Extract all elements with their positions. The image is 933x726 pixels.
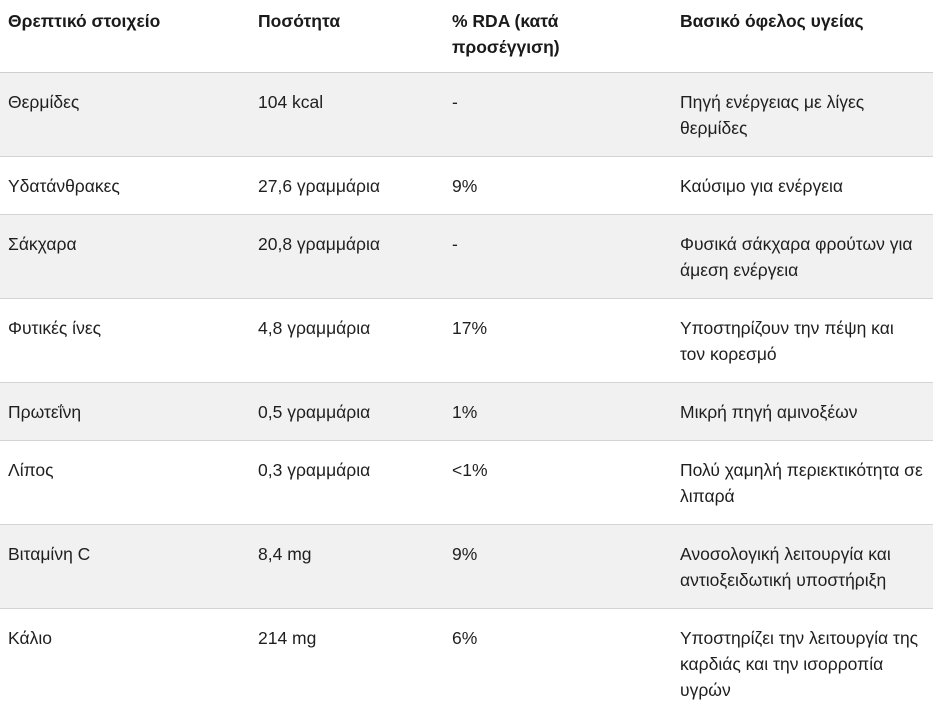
- rda-cell: 9%: [444, 524, 672, 609]
- benefit-cell: Πηγή ενέργειας με λίγες θερμίδες: [672, 72, 933, 157]
- rda-cell: -: [444, 214, 672, 299]
- nutrient-cell: Σάκχαρα: [0, 214, 250, 299]
- amount-cell: 0,3 γραμμάρια: [250, 440, 444, 525]
- nutrient-cell: Υδατάνθρακες: [0, 156, 250, 215]
- nutrient-cell: Θερμίδες: [0, 72, 250, 157]
- col-header-nutrient: Θρεπτικό στοιχείο: [0, 0, 250, 73]
- rda-cell: -: [444, 72, 672, 157]
- benefit-cell: Υποστηρίζει την λειτουργία της καρδιάς κ…: [680, 628, 919, 700]
- header-row: Θρεπτικό στοιχείο Ποσότητα % RDA (κατά π…: [0, 0, 933, 73]
- amount-cell: 27,6 γραμμάρια: [250, 156, 444, 215]
- nutrient-cell: Πρωτεΐνη: [0, 382, 250, 441]
- col-header-amount: Ποσότητα: [250, 0, 444, 73]
- nutrient-cell: Λίπος: [0, 440, 250, 525]
- amount-cell: 0,5 γραμμάρια: [250, 382, 444, 441]
- benefit-cell: Υποστηρίζουν την πέψη και τον κορεσμό: [672, 298, 933, 383]
- rda-cell: 1%: [444, 382, 672, 441]
- table-row: Φυτικές ίνες 4,8 γραμμάρια 17% Υποστηρίζ…: [0, 298, 933, 383]
- table-row: Βιταμίνη C 8,4 mg 9% Ανοσολογική λειτουρ…: [0, 524, 933, 609]
- amount-cell: 104 kcal: [250, 72, 444, 157]
- benefit-cell: Μικρή πηγή αμινοξέων: [672, 382, 933, 441]
- table-row: Πρωτεΐνη 0,5 γραμμάρια 1% Μικρή πηγή αμι…: [0, 382, 933, 441]
- nutrient-cell: Βιταμίνη C: [0, 524, 250, 609]
- amount-cell: 20,8 γραμμάρια: [250, 214, 444, 299]
- rda-cell: 17%: [444, 298, 672, 383]
- benefit-cell: Ανοσολογική λειτουργία και αντιοξειδωτικ…: [672, 524, 933, 609]
- benefit-cell: Καύσιμο για ενέργεια: [672, 156, 933, 215]
- nutrient-cell: Κάλιο: [8, 628, 52, 648]
- table-row: Υδατάνθρακες 27,6 γραμμάρια 9% Καύσιμο γ…: [0, 156, 933, 215]
- nutrient-cell: Φυτικές ίνες: [0, 298, 250, 383]
- amount-cell: 4,8 γραμμάρια: [250, 298, 444, 383]
- benefit-cell: Πολύ χαμηλή περιεκτικότητα σε λιπαρά: [672, 440, 933, 525]
- rda-cell: 9%: [444, 156, 672, 215]
- col-header-rda: % RDA (κατά προσέγγιση): [444, 0, 672, 73]
- table-row: Κάλιο 214 mg 6% Υποστηρίζει την λειτουργ…: [0, 608, 933, 718]
- col-header-benefit: Βασικό όφελος υγείας: [672, 0, 933, 73]
- table-row: Θερμίδες 104 kcal - Πηγή ενέργειας με λί…: [0, 72, 933, 157]
- table-row: Λίπος 0,3 γραμμάρια <1% Πολύ χαμηλή περι…: [0, 440, 933, 525]
- benefit-cell: Φυσικά σάκχαρα φρούτων για άμεση ενέργει…: [672, 214, 933, 299]
- table-row: Σάκχαρα 20,8 γραμμάρια - Φυσικά σάκχαρα …: [0, 214, 933, 299]
- rda-cell: <1%: [444, 440, 672, 525]
- amount-cell: 214 mg: [258, 628, 317, 648]
- rda-cell: 6%: [452, 628, 478, 648]
- amount-cell: 8,4 mg: [250, 524, 444, 609]
